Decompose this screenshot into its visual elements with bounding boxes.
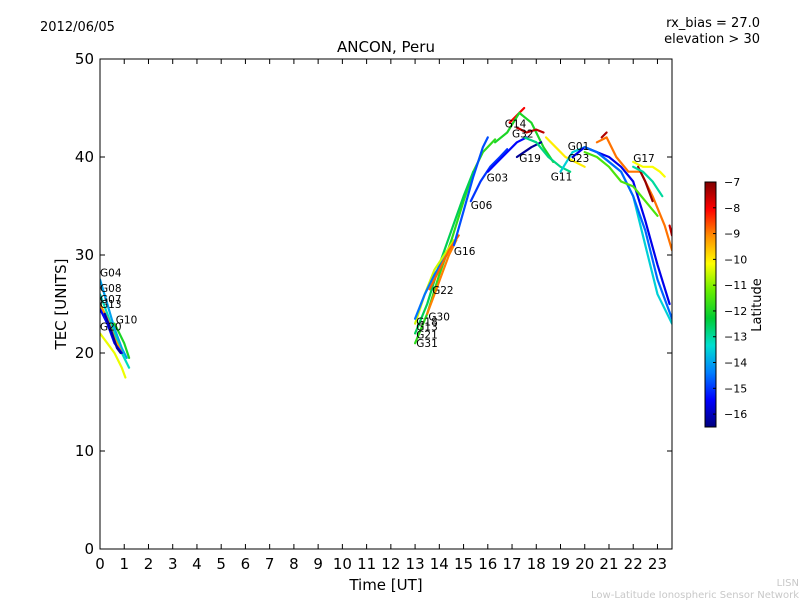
plot-frame <box>99 58 673 550</box>
colorbar-tick-label: −8 <box>724 202 740 215</box>
x-axis-label: Time [UT] <box>348 576 422 594</box>
axes-layer: 0 1 2 3 4 5 6 7 8 9 10 11 12 13 14 15 16 17 18 19 20 21 22 2301… <box>75 50 673 573</box>
series-line-G04 <box>100 278 128 359</box>
x-tick-label: 17 <box>502 555 521 573</box>
x-tick-label: 5 <box>216 555 226 573</box>
y-tick-label: 50 <box>75 50 94 68</box>
satellite-label-G08: G08 <box>100 283 122 295</box>
colorbar-tick-label: −15 <box>724 382 747 395</box>
x-tick-label: 7 <box>265 555 275 573</box>
footer-org: LISN <box>777 578 799 589</box>
satellite-label-G03: G03 <box>487 173 509 185</box>
x-tick-label: 2 <box>144 555 154 573</box>
satellite-label-G16: G16 <box>454 246 476 258</box>
satellite-label-G01: G01 <box>568 141 590 153</box>
series-line-G01 <box>559 146 672 325</box>
satellite-label-G10: G10 <box>116 315 138 327</box>
x-tick-label: 9 <box>313 555 323 573</box>
y-axis-label: TEC [UNITS] <box>52 259 70 351</box>
x-tick-label: 18 <box>527 555 546 573</box>
y-tick-label: 30 <box>75 246 94 264</box>
satellite-label-G06: G06 <box>471 200 493 212</box>
satellite-label-G19: G19 <box>519 153 541 165</box>
x-tick-label: 11 <box>357 555 376 573</box>
series-line-G30 <box>426 239 458 315</box>
series-line-G18 <box>103 312 122 355</box>
y-tick-label: 20 <box>75 344 94 362</box>
satellite-label-G20: G20 <box>100 322 122 334</box>
series-line-G03 <box>486 136 528 173</box>
satellite-label-G13: G13 <box>100 299 122 311</box>
colorbar-tick-label: −14 <box>724 357 747 370</box>
colorbar-tick-label: −9 <box>724 228 740 241</box>
colorbar-tick-label: −12 <box>724 305 747 318</box>
series-line-G20 <box>100 332 127 379</box>
y-tick-label: 10 <box>75 442 94 460</box>
colorbar: −16 −15 −14 −13 −12 −11 −10 −9 −8 −7 <box>704 176 747 428</box>
colorbar-tick-label: −16 <box>724 408 747 421</box>
satellite-label-G13: G13 <box>416 322 438 334</box>
x-tick-label: 20 <box>575 555 594 573</box>
satellite-label-G07: G07 <box>100 294 122 306</box>
x-tick-label: 16 <box>478 555 497 573</box>
satellite-label-G32: G32 <box>512 128 534 140</box>
satellite-label-G04: G04 <box>100 268 122 280</box>
satellite-label-G31: G31 <box>416 338 438 350</box>
x-tick-label: 0 <box>95 555 105 573</box>
satellite-label-G30: G30 <box>428 312 450 324</box>
rx-bias-label: rx_bias = 27.0 <box>666 16 760 31</box>
colorbar-tick-label: −7 <box>724 176 740 189</box>
series-line-G23b <box>583 146 672 320</box>
x-tick-label: 13 <box>406 555 425 573</box>
x-tick-label: 1 <box>119 555 129 573</box>
x-tick-label: 23 <box>648 555 667 573</box>
satellite-label-G21: G21 <box>416 329 438 341</box>
series-line-G06 <box>469 148 509 203</box>
colorbar-tick-label: −11 <box>724 279 747 292</box>
y-tick-label: 0 <box>84 540 94 558</box>
series-line-G23d <box>583 151 659 217</box>
series-line-G08 <box>100 293 131 369</box>
series-line-G32b <box>515 126 545 134</box>
satellite-label-G18: G18 <box>416 317 438 329</box>
colorbar-tick-label: −13 <box>724 331 747 344</box>
satellite-label-G14: G14 <box>505 119 527 131</box>
series-line-G23e <box>600 131 608 139</box>
series-layer <box>100 106 672 379</box>
x-tick-label: 3 <box>168 555 178 573</box>
colorbar-tick-label: −10 <box>724 253 747 266</box>
series-line-G23c <box>595 136 672 252</box>
satellite-label-G22: G22 <box>432 285 454 297</box>
x-tick-label: 12 <box>381 555 400 573</box>
x-tick-label: 14 <box>430 555 449 573</box>
colorbar-bar <box>704 181 717 428</box>
satellite-label-G11: G11 <box>551 172 573 184</box>
colorbar-label: Latitude <box>750 278 765 332</box>
satellite-label-G23: G23 <box>568 153 590 165</box>
satellite-label-G17: G17 <box>633 153 655 165</box>
x-tick-label: 4 <box>192 555 202 573</box>
chart-title: ANCON, Peru <box>337 38 435 56</box>
series-line-G10 <box>113 322 131 359</box>
y-tick-label: 40 <box>75 148 94 166</box>
x-tick-label: 6 <box>241 555 251 573</box>
series-line-G11b <box>544 136 586 168</box>
x-tick-label: 8 <box>289 555 299 573</box>
x-tick-label: 22 <box>624 555 643 573</box>
series-line-G17c <box>632 165 664 198</box>
series-line-G21 <box>414 170 475 335</box>
x-tick-label: 21 <box>599 555 618 573</box>
x-tick-label: 15 <box>454 555 473 573</box>
series-line-G19 <box>515 141 543 159</box>
series-line-G16 <box>452 136 489 247</box>
series-line-G17 <box>632 160 666 178</box>
elevation-label: elevation > 30 <box>664 32 760 47</box>
footer-network: Low-Latitude Ionospheric Sensor Network <box>591 590 799 600</box>
x-tick-label: 19 <box>551 555 570 573</box>
x-tick-label: 10 <box>333 555 352 573</box>
series-line-G32 <box>494 111 555 163</box>
date-label: 2012/06/05 <box>40 20 115 35</box>
